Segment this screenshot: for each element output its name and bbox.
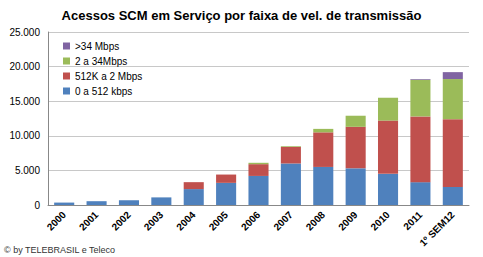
svg-text:>34 Mbps: >34 Mbps	[75, 41, 119, 52]
svg-text:2004: 2004	[174, 209, 198, 233]
svg-text:512K a 2 Mbps: 512K a 2 Mbps	[75, 71, 142, 82]
svg-text:© by TELEBRASIL e Teleco: © by TELEBRASIL e Teleco	[4, 245, 115, 255]
svg-text:2005: 2005	[207, 209, 231, 233]
svg-text:5.000: 5.000	[15, 165, 40, 176]
svg-text:1º SEM12: 1º SEM12	[417, 209, 457, 249]
svg-text:2006: 2006	[239, 209, 263, 233]
svg-text:2007: 2007	[271, 209, 295, 233]
svg-text:2010: 2010	[368, 209, 392, 233]
svg-text:25.000: 25.000	[9, 27, 40, 38]
svg-text:2009: 2009	[336, 209, 360, 233]
svg-text:Acessos SCM em Serviço por fai: Acessos SCM em Serviço por faixa de vel.…	[62, 8, 422, 23]
svg-text:0: 0	[34, 200, 40, 211]
svg-text:0 a 512 kbps: 0 a 512 kbps	[75, 86, 132, 97]
svg-text:2002: 2002	[109, 209, 133, 233]
svg-text:15.000: 15.000	[9, 96, 40, 107]
svg-text:2008: 2008	[304, 209, 328, 233]
svg-text:2011: 2011	[401, 209, 424, 232]
svg-text:10.000: 10.000	[9, 130, 40, 141]
svg-text:2000: 2000	[45, 209, 69, 233]
svg-text:2003: 2003	[142, 209, 166, 233]
svg-text:2001: 2001	[77, 209, 101, 233]
svg-text:20.000: 20.000	[9, 61, 40, 72]
svg-text:2 a 34Mbps: 2 a 34Mbps	[75, 56, 127, 67]
